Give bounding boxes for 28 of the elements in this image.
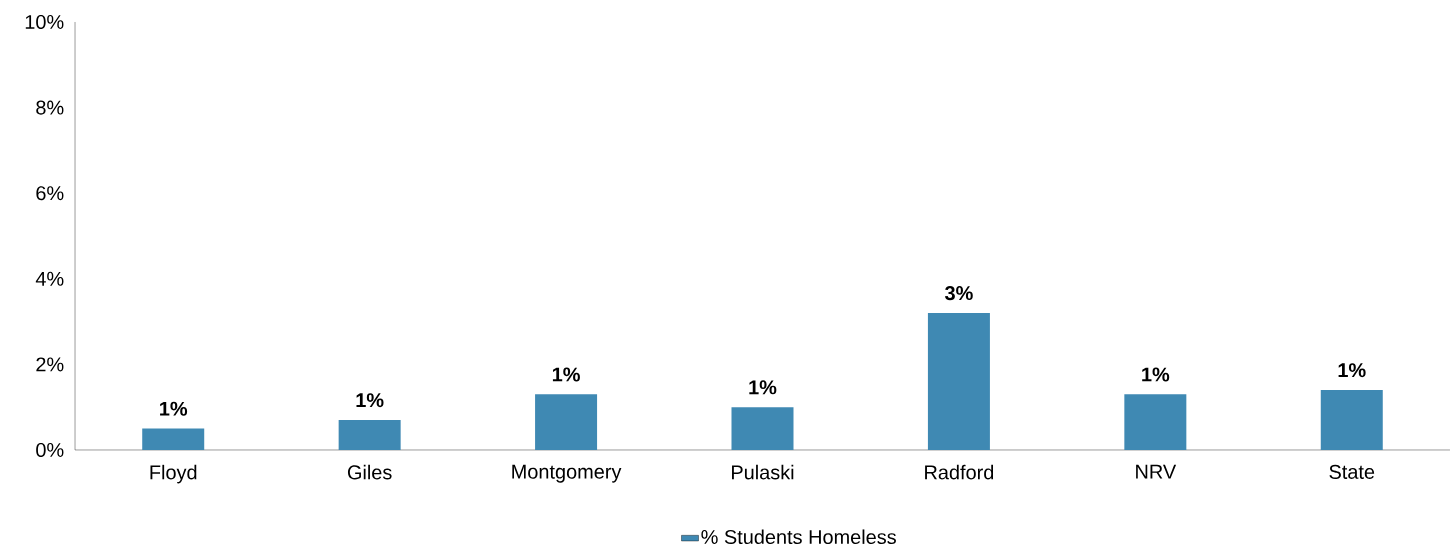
text: 1% bbox=[1338, 363, 1366, 378]
text: 1% bbox=[1142, 367, 1170, 382]
x-tick-label: Floyd bbox=[150, 464, 197, 484]
text: 1% bbox=[552, 367, 580, 382]
y-tick-label: 10% bbox=[25, 14, 64, 30]
legend-label: % Students Homeless bbox=[701, 529, 896, 545]
bar bbox=[1320, 390, 1383, 450]
bar bbox=[338, 420, 401, 450]
bar bbox=[142, 428, 205, 450]
x-tick-label: Giles bbox=[347, 464, 392, 480]
y-tick-label: 0% bbox=[36, 442, 64, 458]
bar bbox=[927, 313, 990, 450]
text: 3% bbox=[944, 286, 973, 301]
y-tick-label: 2% bbox=[36, 357, 64, 372]
x-tick-label: State bbox=[1329, 464, 1375, 479]
x-tick-label: Radford bbox=[925, 464, 994, 480]
bar bbox=[1124, 394, 1187, 450]
bar bbox=[731, 407, 794, 450]
y-tick-label: 4% bbox=[35, 271, 64, 286]
text: 1% bbox=[749, 380, 777, 395]
bar bbox=[535, 394, 598, 450]
text: 1% bbox=[160, 401, 188, 416]
x-tick-label: Pulaski bbox=[732, 464, 794, 480]
text: 1% bbox=[356, 393, 384, 408]
x-tick-label: NRV bbox=[1136, 464, 1177, 479]
y-tick-label: 8% bbox=[36, 100, 64, 115]
x-tick-label: Montgomery bbox=[512, 464, 622, 483]
y-tick-label: 6% bbox=[36, 186, 64, 201]
